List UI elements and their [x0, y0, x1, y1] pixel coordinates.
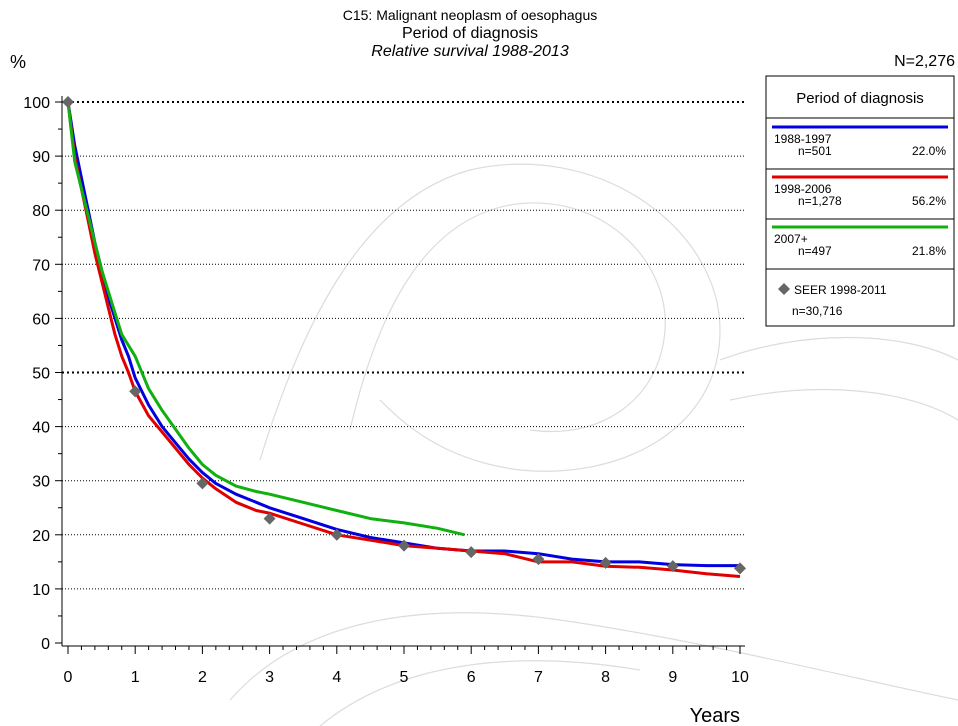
x-tick-label: 7 [534, 669, 543, 686]
x-tick-label: 6 [467, 669, 476, 686]
y-tick-label: 0 [41, 636, 50, 653]
legend-entry-label: 1998-2006 [774, 182, 832, 196]
x-tick-label: 2 [198, 669, 207, 686]
seer-marker-point [129, 385, 142, 398]
y-tick-label: 30 [32, 474, 50, 491]
y-tick-label: 70 [32, 257, 50, 274]
x-tick-label: 1 [131, 669, 140, 686]
seer-marker-point [263, 512, 276, 525]
legend-entry-n: n=1,278 [798, 194, 842, 208]
seer-marker-point [330, 528, 343, 541]
watermark [229, 163, 958, 726]
seer-marker-point [666, 560, 679, 573]
x-tick-label: 0 [64, 669, 73, 686]
series-line-2007- [66, 101, 465, 537]
x-tick-label: 8 [601, 669, 610, 686]
legend-entry-label: 2007+ [774, 232, 808, 246]
y-tick-label: 10 [32, 582, 50, 599]
seer-marker-point [465, 546, 478, 559]
legend-entry-label: 1988-1997 [774, 132, 832, 146]
x-tick-label: 9 [668, 669, 677, 686]
y-tick-label: 90 [32, 149, 50, 166]
series-line-1988-1997 [66, 101, 740, 568]
y-tick-label: 100 [23, 95, 50, 112]
legend-seer-label: SEER 1998-2011 [794, 283, 887, 297]
legend-entry-pct: 21.8% [912, 244, 946, 258]
chart-subtitle-2: Relative survival 1988-2013 [371, 43, 569, 60]
legend-entry-n: n=501 [798, 144, 832, 158]
y-axis-label: % [10, 52, 26, 72]
x-axis-label: Years [690, 705, 740, 726]
legend-seer-marker [778, 283, 790, 295]
chart-title: C15: Malignant neoplasm of oesophagus [343, 7, 598, 23]
x-tick-label: 4 [332, 669, 341, 686]
chart-subtitle: Period of diagnosis [402, 25, 538, 42]
x-tick-label: 5 [400, 669, 409, 686]
seer-marker-point [734, 562, 746, 575]
y-tick-label: 50 [32, 366, 50, 383]
legend-entry-pct: 56.2% [912, 194, 946, 208]
seer-marker-point [599, 556, 612, 569]
seer-marker-point [62, 96, 74, 108]
total-n: N=2,276 [894, 53, 955, 70]
x-tick-label: 10 [731, 669, 749, 686]
legend-seer-n: n=30,716 [792, 304, 843, 318]
legend-entry-n: n=497 [798, 244, 832, 258]
legend-entry-pct: 22.0% [912, 144, 946, 158]
seer-marker-point [196, 477, 209, 490]
seer-marker-point [532, 553, 545, 566]
y-tick-label: 60 [32, 311, 50, 328]
y-tick-label: 40 [32, 420, 50, 437]
plot-area: 0 10 20 30 40 50 60 70 80 90 100 0 1 2 3 4 5 6 7 8 9 10 [23, 95, 749, 686]
x-tick-label: 3 [265, 669, 274, 686]
series-line-1998-2006 [66, 101, 741, 578]
legend-title: Period of diagnosis [796, 90, 924, 107]
y-tick-label: 80 [32, 203, 50, 220]
y-tick-label: 20 [32, 528, 50, 545]
seer-marker-point [398, 539, 410, 552]
